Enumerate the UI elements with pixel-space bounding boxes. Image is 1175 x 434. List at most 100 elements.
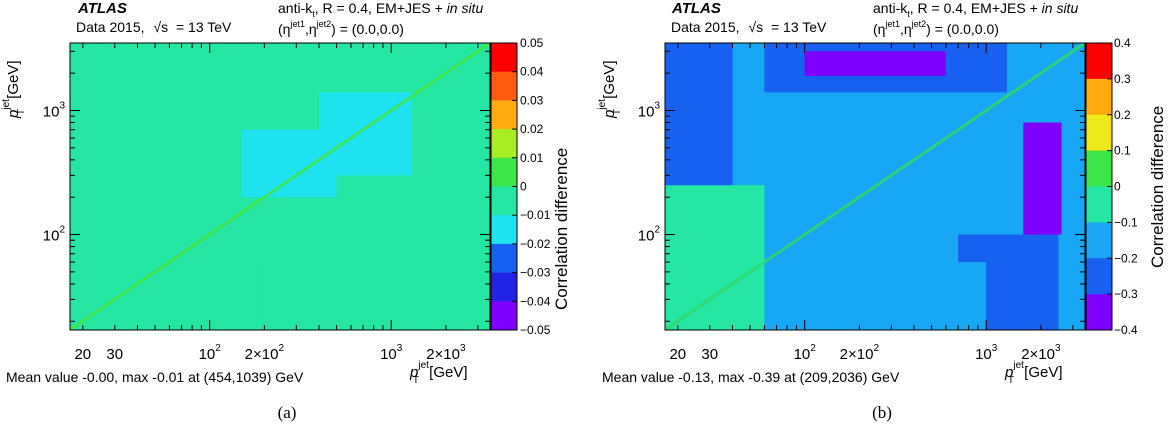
y-axis-label: pjetT [GeV]	[597, 60, 623, 119]
color-bar-tick-label: 0.05	[520, 36, 544, 50]
x-tick-labels: 20 30 102 2×102 103 2×103	[669, 343, 1061, 363]
energy-value: = 13 TeV	[176, 19, 232, 35]
color-bar-bin	[491, 215, 517, 245]
x-tick-label: 102	[794, 343, 817, 363]
x-tick-label: 102	[199, 343, 222, 363]
color-bar-tick-label: 0.1	[1114, 144, 1131, 158]
color-bar-tick-label: −0.4	[1114, 323, 1138, 337]
color-bar-bin	[491, 272, 517, 302]
color-bar-bin	[1086, 43, 1112, 80]
dataset-label: Data 2015,	[671, 19, 740, 35]
x-tick-label: 30	[106, 346, 123, 363]
heatmap-area	[665, 43, 1085, 330]
eta-label: (ηjet1,ηjet2) = (0.0,0.0)	[873, 19, 999, 37]
y-tick-label: 102	[638, 225, 661, 245]
color-bar-tick-label: −0.2	[1114, 251, 1138, 265]
x-tick-label: 20	[74, 346, 91, 363]
color-bar-bin	[1086, 258, 1112, 295]
y-tick-label: 102	[43, 225, 66, 245]
energy-symbol: s	[756, 19, 763, 35]
color-bar-tick-label: 0	[1114, 180, 1121, 194]
heatmap-area	[70, 43, 490, 330]
plot-frame	[664, 42, 1086, 331]
heatmap-cell	[241, 129, 337, 198]
color-bar-tick-label: 0.02	[520, 122, 544, 136]
color-bar-bin	[1086, 78, 1112, 116]
color-bar-title: Correlation difference	[552, 148, 571, 310]
experiment-label: ATLAS	[671, 0, 721, 17]
color-bar-bin	[491, 100, 517, 130]
x-tick-labels: 20 30 102 2×102 103 2×103	[74, 343, 466, 363]
calibration-label: anti-kt, R = 0.4, EM+JES + in situ	[278, 0, 483, 19]
y-tick-labels: 102 103	[638, 100, 661, 244]
x-tick-label: 20	[669, 346, 686, 363]
dataset-label: Data 2015,	[76, 19, 145, 35]
color-bar-tick-label: 0.2	[1114, 108, 1131, 122]
color-bar	[490, 42, 518, 331]
color-bar-bin	[1086, 222, 1112, 259]
color-bar-bin	[491, 243, 517, 274]
diagonal-line	[665, 43, 1085, 330]
color-bar-bin	[491, 43, 517, 73]
axis-ticks	[70, 43, 490, 330]
color-bar-tick-label: −0.01	[520, 208, 551, 222]
eta-label: (ηjet1,ηjet2) = (0.0,0.0)	[278, 19, 404, 37]
color-bar-bin	[491, 186, 517, 216]
color-bar-tick-label: 0.03	[520, 93, 544, 107]
x-axis-label: pjet T [GeV]	[409, 360, 468, 386]
color-bar	[1085, 42, 1113, 331]
heatmap-cell	[665, 43, 733, 186]
color-bar-labels: 0.05 0.04 0.03 0.02 0.01 0 −0.01 −0.02 −0.03 −0.0…	[512, 36, 551, 337]
color-bar-tick-label: −0.04	[520, 294, 551, 308]
x-tick-label: 2×103	[1021, 343, 1061, 363]
color-bar-bin	[491, 301, 517, 331]
panel-a: ATLAS Data 2015, √s = 13 TeV anti-kt, R …	[1, 0, 571, 422]
color-bar-tick-label: 0.04	[520, 65, 544, 79]
caption: (a)	[278, 403, 297, 422]
x-tick-label: 2×103	[426, 343, 466, 363]
y-tick-label: 103	[43, 100, 66, 120]
calibration-label: anti-kt, R = 0.4, EM+JES + in situ	[873, 0, 1078, 19]
color-bar-tick-label: 0	[520, 180, 527, 194]
color-bar-title: Correlation difference	[1148, 106, 1167, 268]
color-bar-tick-label: 0.3	[1114, 72, 1131, 86]
x-tick-label: 2×102	[840, 343, 880, 363]
color-bar-tick-label: 0.01	[520, 151, 544, 165]
energy-symbol: s	[161, 19, 168, 35]
summary-text: Mean value -0.00, max -0.01 at (454,1039…	[6, 369, 304, 385]
color-bar-bin	[491, 129, 517, 159]
color-bar-bin	[1086, 114, 1112, 152]
color-bar-tick-label: −0.02	[520, 237, 551, 251]
heatmap-cell	[891, 262, 987, 330]
diagonal-line	[70, 43, 490, 330]
heatmap-cell	[665, 185, 765, 330]
x-tick-label: 30	[701, 346, 718, 363]
caption: (b)	[872, 403, 892, 422]
color-bar-labels: 0.4 0.3 0.2 0.1 0 −0.1 −0.2 −0.3 −0.4	[1107, 36, 1138, 337]
summary-text: Mean value -0.13, max -0.39 at (209,2036…	[602, 369, 900, 385]
y-tick-label: 103	[638, 100, 661, 120]
color-bar-bin	[491, 157, 517, 187]
axis-ticks	[665, 43, 1085, 330]
energy-value: = 13 TeV	[771, 19, 827, 35]
color-bar-tick-label: −0.1	[1114, 215, 1138, 229]
x-axis-label: pjet T [GeV]	[1004, 360, 1063, 386]
y-tick-labels: 102 103	[43, 100, 66, 244]
heatmap-cell	[804, 51, 946, 76]
heatmap-cell	[100, 61, 193, 198]
x-tick-label: 2×102	[245, 343, 285, 363]
color-bar-tick-label: −0.3	[1114, 287, 1138, 301]
svg-text:Data 2015, √s = 13: Data 2015, √s = 13 TeV	[671, 19, 827, 35]
plot-frame	[69, 42, 491, 331]
heatmap-cell	[1040, 138, 1056, 235]
heatmap-cell	[1006, 262, 1059, 330]
x-tick-label: 103	[380, 343, 403, 363]
y-axis-label: pjetT [GeV]	[1, 60, 27, 119]
color-bar-bin	[1086, 150, 1112, 187]
heatmap-cell	[363, 116, 399, 148]
color-bar-tick-label: −0.05	[520, 323, 551, 337]
color-bar-tick-label: 0.4	[1114, 36, 1131, 50]
heatmap-cell	[169, 262, 257, 330]
color-bar-bin	[1086, 294, 1112, 331]
